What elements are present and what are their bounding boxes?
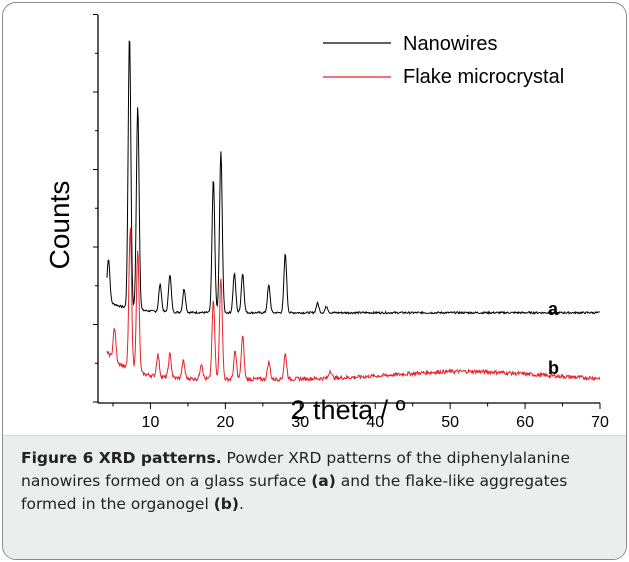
x-tick-label: 60 [516, 414, 534, 431]
x-tick-label: 20 [216, 414, 234, 431]
x-tick-label: 70 [591, 414, 609, 431]
caption-body-2: and the flake-like aggregates formed in … [21, 472, 568, 513]
x-tick-label: 50 [441, 414, 459, 431]
chart-axes: 10 20 30 40 50 60 70 [93, 14, 609, 431]
series-label-a: a [548, 299, 559, 319]
caption-title: Figure 6 XRD patterns. [21, 449, 222, 467]
legend-label-nanowires: Nanowires [403, 33, 497, 55]
legend-label-flake: Flake microcrystal [403, 66, 564, 88]
chart-legend: Nanowires Flake microcrystal [323, 33, 564, 88]
x-tick-label: 10 [142, 414, 160, 431]
y-axis-title: Counts [44, 181, 75, 270]
x-axis-title: 2 theta / º [291, 395, 406, 425]
x-tick-label: 30 [291, 414, 309, 431]
series-label-b: b [548, 358, 559, 378]
series-line-nanowires [106, 40, 600, 316]
xrd-chart: 10 20 30 40 50 60 70 Nanowires Flake microcrys… [44, 14, 609, 431]
caption-body-3: . [238, 495, 244, 513]
x-tick-label: 40 [366, 414, 384, 431]
chart-series [106, 40, 601, 383]
caption-text: Figure 6 XRD patterns. Powder XRD patter… [3, 436, 626, 516]
caption-ref-a: (a) [311, 472, 336, 490]
series-line-flake-microcrystal [106, 227, 601, 383]
figure-caption: Figure 6 XRD patterns. Powder XRD patter… [3, 435, 626, 559]
caption-body-1: Powder XRD patterns of the diphenylalani… [21, 449, 571, 490]
caption-ref-b: (b) [213, 495, 239, 513]
